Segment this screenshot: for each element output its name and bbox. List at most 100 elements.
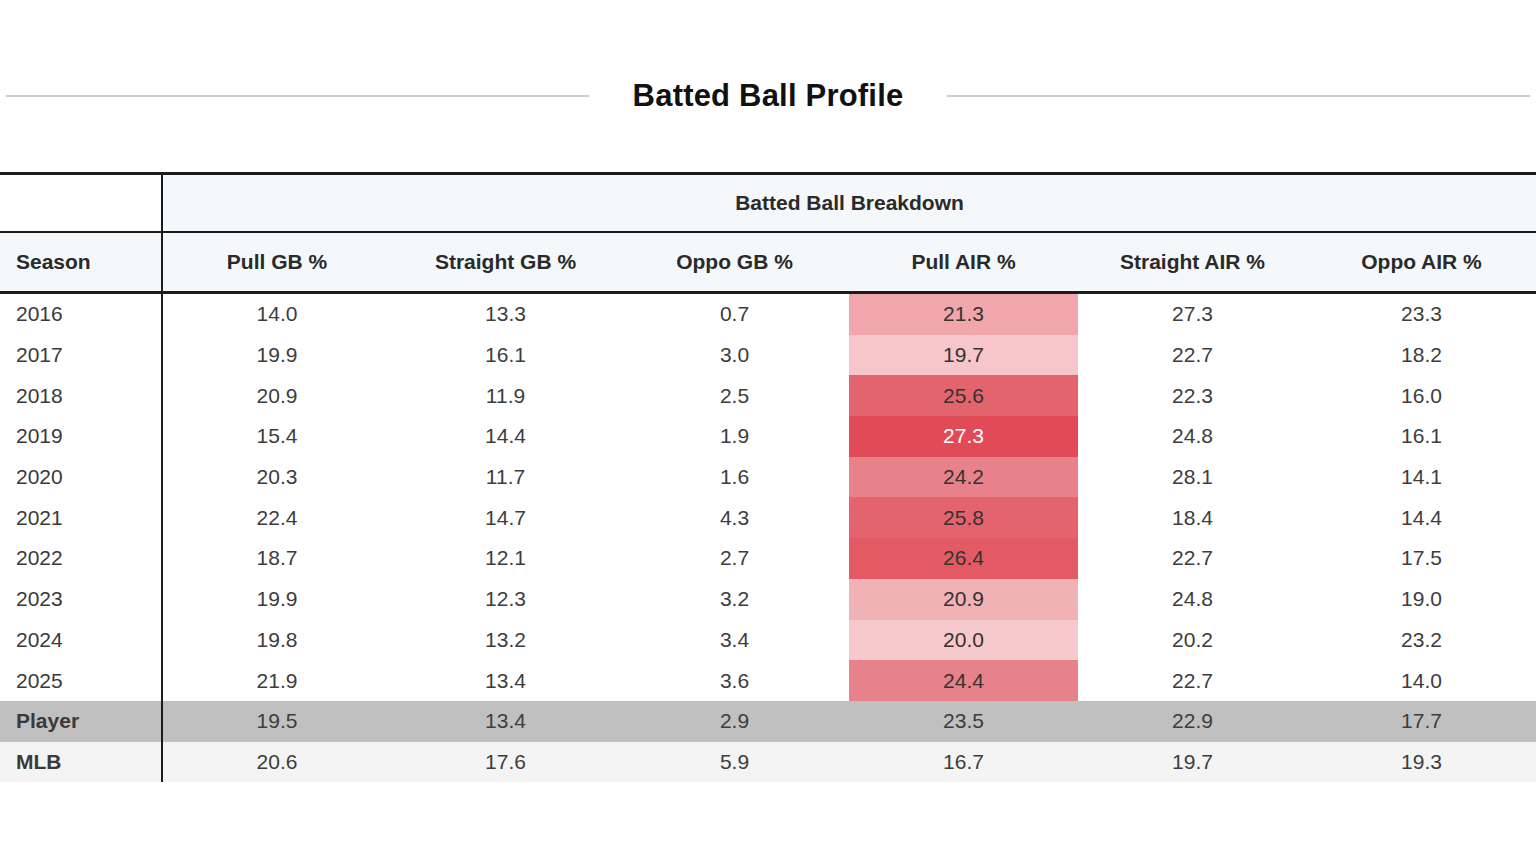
table-body: 201614.013.30.721.327.323.3201719.916.13…	[0, 293, 1536, 783]
value-cell: 27.3	[1078, 293, 1307, 335]
value-cell: 3.0	[620, 335, 849, 376]
value-cell: 18.2	[1307, 335, 1536, 376]
value-cell: 3.4	[620, 620, 849, 661]
column-header-season: Season	[0, 232, 162, 293]
value-cell: 17.5	[1307, 538, 1536, 579]
value-cell: 23.2	[1307, 620, 1536, 661]
season-cell: MLB	[0, 742, 162, 783]
value-cell: 20.9	[162, 375, 391, 416]
value-cell: 19.5	[162, 701, 391, 742]
page: Batted Ball Profile Batted Ball Breakdow…	[0, 0, 1536, 864]
season-cell: 2020	[0, 457, 162, 498]
value-cell: 11.7	[391, 457, 620, 498]
table-row: 201820.911.92.525.622.316.0	[0, 375, 1536, 416]
value-cell: 0.7	[620, 293, 849, 335]
value-cell: 23.5	[849, 701, 1078, 742]
season-cell: 2024	[0, 620, 162, 661]
title-divider-right	[947, 95, 1530, 97]
value-cell: 22.9	[1078, 701, 1307, 742]
table-row: 202020.311.71.624.228.114.1	[0, 457, 1536, 498]
table-row: 201614.013.30.721.327.323.3	[0, 293, 1536, 335]
table-row: 201719.916.13.019.722.718.2	[0, 335, 1536, 376]
season-cell: 2019	[0, 416, 162, 457]
value-cell: 16.1	[1307, 416, 1536, 457]
season-cell: 2022	[0, 538, 162, 579]
value-cell: 28.1	[1078, 457, 1307, 498]
value-cell: 19.0	[1307, 579, 1536, 620]
value-cell: 16.1	[391, 335, 620, 376]
value-cell: 19.9	[162, 579, 391, 620]
heatmap-value-cell: 24.2	[849, 457, 1078, 498]
column-header-row: Season Pull GB % Straight GB % Oppo GB %…	[0, 232, 1536, 293]
value-cell: 16.7	[849, 742, 1078, 783]
column-header-oppo-gb: Oppo GB %	[620, 232, 849, 293]
value-cell: 13.3	[391, 293, 620, 335]
value-cell: 14.4	[1307, 497, 1536, 538]
value-cell: 13.4	[391, 701, 620, 742]
value-cell: 3.6	[620, 660, 849, 701]
heatmap-value-cell: 27.3	[849, 416, 1078, 457]
value-cell: 19.3	[1307, 742, 1536, 783]
heatmap-value-cell: 20.9	[849, 579, 1078, 620]
title-divider-left	[6, 95, 589, 97]
value-cell: 24.8	[1078, 579, 1307, 620]
page-title: Batted Ball Profile	[589, 78, 948, 114]
column-header-straight-air: Straight AIR %	[1078, 232, 1307, 293]
season-cell: 2025	[0, 660, 162, 701]
value-cell: 20.3	[162, 457, 391, 498]
table-row: 202218.712.12.726.422.717.5	[0, 538, 1536, 579]
value-cell: 1.6	[620, 457, 849, 498]
value-cell: 19.7	[1078, 742, 1307, 783]
value-cell: 3.2	[620, 579, 849, 620]
table-row: MLB20.617.65.916.719.719.3	[0, 742, 1536, 783]
table-row: 202521.913.43.624.422.714.0	[0, 660, 1536, 701]
value-cell: 17.7	[1307, 701, 1536, 742]
column-header-pull-air: Pull AIR %	[849, 232, 1078, 293]
heatmap-value-cell: 25.8	[849, 497, 1078, 538]
column-header-straight-gb: Straight GB %	[391, 232, 620, 293]
batted-ball-table: Batted Ball Breakdown Season Pull GB % S…	[0, 172, 1536, 782]
value-cell: 20.2	[1078, 620, 1307, 661]
value-cell: 23.3	[1307, 293, 1536, 335]
value-cell: 11.9	[391, 375, 620, 416]
value-cell: 24.8	[1078, 416, 1307, 457]
value-cell: 19.9	[162, 335, 391, 376]
value-cell: 15.4	[162, 416, 391, 457]
value-cell: 14.0	[162, 293, 391, 335]
season-cell: 2018	[0, 375, 162, 416]
value-cell: 2.9	[620, 701, 849, 742]
value-cell: 2.7	[620, 538, 849, 579]
season-cell: 2016	[0, 293, 162, 335]
table-row: Player19.513.42.923.522.917.7	[0, 701, 1536, 742]
value-cell: 21.9	[162, 660, 391, 701]
heatmap-value-cell: 21.3	[849, 293, 1078, 335]
corner-cell	[0, 174, 162, 233]
value-cell: 14.1	[1307, 457, 1536, 498]
heatmap-value-cell: 20.0	[849, 620, 1078, 661]
value-cell: 13.4	[391, 660, 620, 701]
heatmap-value-cell: 25.6	[849, 375, 1078, 416]
season-cell: 2023	[0, 579, 162, 620]
value-cell: 22.4	[162, 497, 391, 538]
value-cell: 18.7	[162, 538, 391, 579]
value-cell: 2.5	[620, 375, 849, 416]
season-cell: 2017	[0, 335, 162, 376]
value-cell: 22.3	[1078, 375, 1307, 416]
value-cell: 5.9	[620, 742, 849, 783]
value-cell: 4.3	[620, 497, 849, 538]
section-title-row: Batted Ball Profile	[0, 70, 1536, 122]
table-row: 202419.813.23.420.020.223.2	[0, 620, 1536, 661]
value-cell: 22.7	[1078, 335, 1307, 376]
value-cell: 18.4	[1078, 497, 1307, 538]
value-cell: 14.7	[391, 497, 620, 538]
value-cell: 20.6	[162, 742, 391, 783]
table-row: 202122.414.74.325.818.414.4	[0, 497, 1536, 538]
column-header-oppo-air: Oppo AIR %	[1307, 232, 1536, 293]
value-cell: 17.6	[391, 742, 620, 783]
value-cell: 16.0	[1307, 375, 1536, 416]
value-cell: 19.8	[162, 620, 391, 661]
value-cell: 1.9	[620, 416, 849, 457]
value-cell: 22.7	[1078, 660, 1307, 701]
column-header-pull-gb: Pull GB %	[162, 232, 391, 293]
season-cell: Player	[0, 701, 162, 742]
